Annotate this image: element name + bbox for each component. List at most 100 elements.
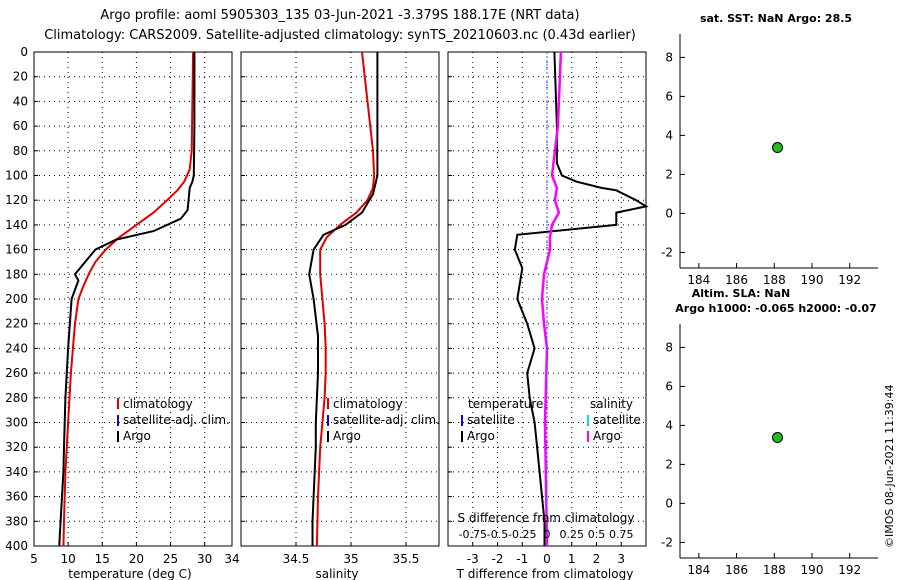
salinity-legend: climatology satellite-adj. clim. Argo [327, 397, 440, 443]
y-tick-label: 6 [665, 89, 673, 103]
x-tick-label: 184 [687, 273, 710, 287]
series-line-t-argo [513, 51, 649, 546]
depth-tick-label: 160 [5, 243, 28, 257]
sst-title: sat. SST: NaN Argo: 28.5 [700, 12, 852, 25]
x-tick-label: -2 [492, 552, 504, 566]
x-tick-label: 186 [725, 563, 748, 577]
y-tick-label: 0 [665, 496, 673, 510]
x-tick-label: 2 [593, 552, 601, 566]
series-line-climatology [315, 51, 376, 547]
y-tick-label: 2 [665, 167, 673, 181]
legend-label-t-satellite: satellite [467, 413, 515, 427]
legend-label-s-satellite: satellite [593, 413, 641, 427]
x-tick-label: 188 [763, 273, 786, 287]
top-tick-label: -0.25 [508, 528, 536, 541]
depth-tick-label: 80 [13, 144, 28, 158]
y-tick-label: 6 [665, 379, 673, 393]
legend-label-climatology: climatology [333, 397, 403, 411]
depth-tick-label: 320 [5, 440, 28, 454]
x-tick-label: 192 [838, 273, 861, 287]
legend-swatch-satellite [117, 415, 119, 426]
y-tick-label: -2 [661, 535, 673, 549]
title-line-1: Argo profile: aoml 5905303_135 03-Jun-20… [100, 8, 579, 23]
top-tick-label: 0 [544, 528, 551, 541]
depth-tick-label: 0 [20, 45, 28, 59]
temperature-legend: climatology satellite-adj. clim. Argo [117, 397, 230, 443]
depth-tick-label: 60 [13, 119, 28, 133]
depth-tick-label: 100 [5, 169, 28, 183]
legend-label-t-argo: Argo [467, 429, 495, 443]
y-tick-label: -2 [661, 245, 673, 259]
sla-argo-marker [771, 432, 783, 444]
legend-label-climatology: climatology [123, 397, 193, 411]
y-tick-label: 8 [665, 340, 673, 354]
y-tick-label: 2 [665, 457, 673, 471]
x-tick-label: 5 [30, 552, 38, 566]
x-tick-label: 10 [60, 552, 75, 566]
difference-top-label: S difference from climatology [458, 511, 635, 525]
depth-tick-label: 180 [5, 267, 28, 281]
temperature-panel: 5 10 15 20 25 30 34 temperature (deg C) climat… [30, 51, 240, 580]
depth-axis: 0 20 40 60 80 100 120 140 160 180 200 220 240 260 280 3… [5, 45, 28, 553]
legend-swatch-satellite [327, 415, 329, 426]
x-tick-label: 25 [163, 552, 178, 566]
sla-title-2: Argo h1000: -0.065 h2000: -0.07 [675, 302, 876, 315]
legend-swatch-t-satellite [461, 415, 463, 426]
legend-header-salinity: salinity [590, 397, 633, 411]
sst-argo-marker [771, 142, 783, 154]
depth-tick-label: 280 [5, 391, 28, 405]
depth-tick-label: 380 [5, 514, 28, 528]
depth-tick-label: 300 [5, 416, 28, 430]
series-line-argo [58, 52, 196, 547]
x-tick-label: 184 [687, 563, 710, 577]
depth-tick-label: 220 [5, 317, 28, 331]
x-tick-label: 35 [343, 552, 358, 566]
legend-label-argo: Argo [123, 429, 151, 443]
legend-swatch-s-argo [587, 431, 589, 442]
depth-tick-label: 120 [5, 193, 28, 207]
top-tick-label: 0.5 [588, 528, 606, 541]
y-tick-label: 4 [665, 418, 673, 432]
series-line-argo [308, 52, 379, 546]
x-tick-label: -1 [516, 552, 528, 566]
x-tick-label: 34.5 [283, 552, 310, 566]
legend-swatch-t-argo [461, 431, 463, 442]
imos-watermark: ©IMOS 08-Jun-2021 11:39:44 [883, 384, 896, 548]
y-tick-label: 8 [665, 50, 673, 64]
legend-swatch-climatology [327, 398, 329, 409]
top-tick-label: 0.75 [609, 528, 634, 541]
legend-label-argo: Argo [333, 429, 361, 443]
depth-tick-label: 400 [5, 539, 28, 553]
x-tick-label: 30 [197, 552, 212, 566]
depth-tick-label: 40 [13, 94, 28, 108]
x-tick-label: 0 [543, 552, 551, 566]
x-tick-label: 35.5 [393, 552, 420, 566]
depth-tick-label: 340 [5, 465, 28, 479]
legend-swatch-climatology [117, 398, 119, 409]
x-tick-label: 188 [763, 563, 786, 577]
x-tick-label: 186 [725, 273, 748, 287]
depth-tick-label: 200 [5, 292, 28, 306]
legend-swatch-argo [327, 431, 329, 442]
depth-tick-label: 360 [5, 490, 28, 504]
salinity-xlabel: salinity [315, 567, 358, 580]
salinity-axes-frame [240, 51, 440, 547]
difference-panel: -3 -2 -1 0 1 2 3 -0.75 -0.5 -0.25 0 0.25 0.5 0.75 T … [447, 51, 649, 580]
x-tick-label: 20 [129, 552, 144, 566]
legend-label-satellite: satellite-adj. clim. [123, 413, 230, 427]
x-tick-label: 15 [95, 552, 110, 566]
sla-panel: 8 6 4 2 0 -2 184 186 188 190 192 [661, 324, 878, 577]
legend-swatch-s-satellite [587, 415, 589, 426]
x-tick-label: -3 [467, 552, 479, 566]
x-tick-label: 192 [838, 563, 861, 577]
series-line-s-argo [540, 51, 563, 547]
legend-header-temperature: temperature [468, 397, 543, 411]
sla-title-1: Altim. SLA: NaN [692, 287, 791, 300]
depth-tick-label: 240 [5, 341, 28, 355]
salinity-panel: 34.5 35 35.5 salinity climatology satellit… [240, 51, 440, 580]
y-tick-label: 4 [665, 128, 673, 142]
temperature-xlabel: temperature (deg C) [68, 567, 191, 580]
depth-tick-label: 20 [13, 70, 28, 84]
legend-label-s-argo: Argo [593, 429, 621, 443]
difference-xlabel: T difference from climatology [456, 567, 634, 580]
